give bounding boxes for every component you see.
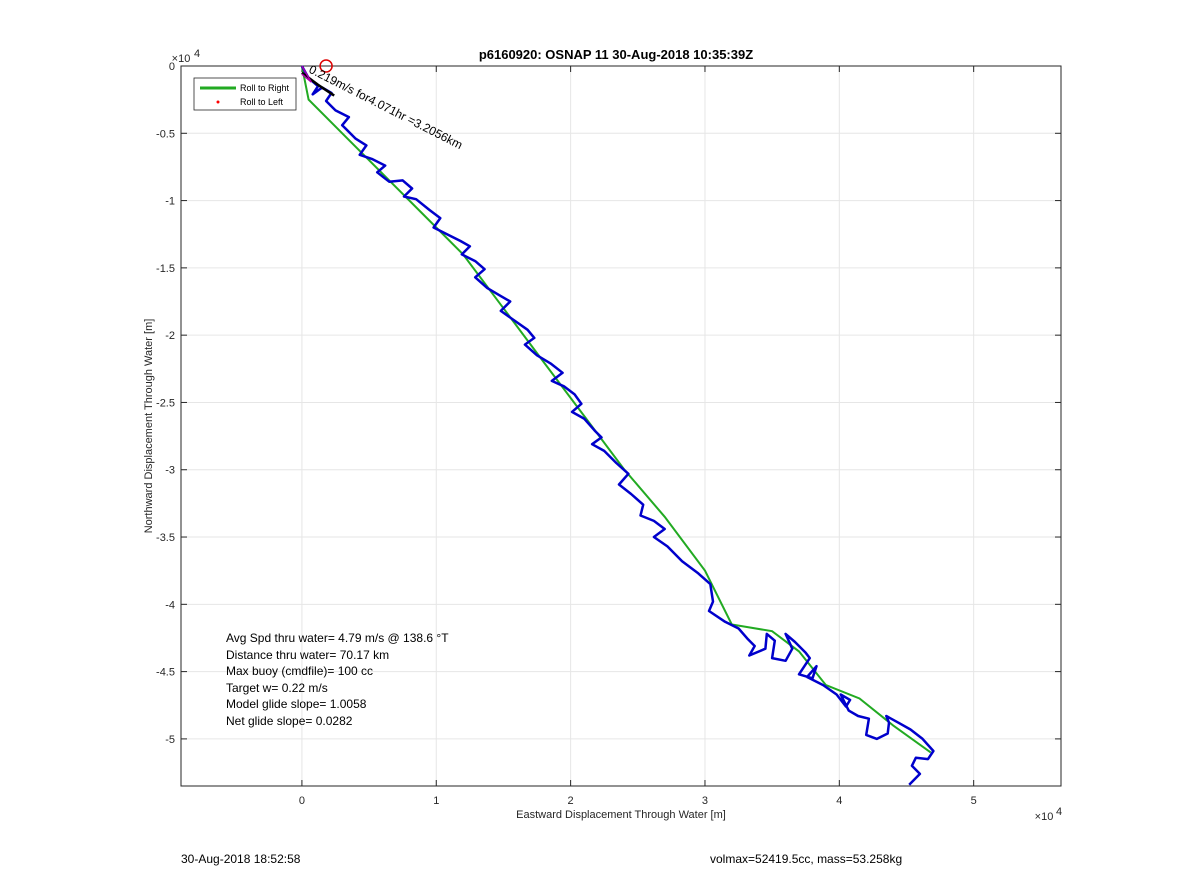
legend-box bbox=[193, 77, 297, 111]
grid-lines bbox=[181, 65, 1061, 786]
current-vector-line bbox=[301, 71, 335, 97]
stat-net-glide: Net glide slope= 0.0282 bbox=[226, 714, 353, 728]
x-tick-label: 2 bbox=[568, 795, 574, 807]
y-exponent-power: 4 bbox=[194, 48, 200, 60]
y-tick-label: -3 bbox=[165, 465, 175, 477]
axis-ticks: 0 1 2 3 4 5 0 -0.5 -1 -1.5 -2 -2.5 -3 -3.5 -4 -4.5 -5 bbox=[156, 61, 1061, 807]
y-tick-label: -3.5 bbox=[156, 532, 175, 544]
x-tick-label: 4 bbox=[836, 795, 842, 807]
y-axis-label: Northward Displacement Through Water [m] bbox=[143, 319, 155, 534]
stat-model-glide: Model glide slope= 1.0058 bbox=[226, 697, 367, 711]
series-roll-right-line bbox=[300, 65, 932, 754]
y-tick-label: -2.5 bbox=[156, 397, 175, 409]
stat-max-buoy: Max buoy (cmdfile)= 100 cc bbox=[226, 664, 373, 678]
x-tick-label: 3 bbox=[702, 795, 708, 807]
axes-frame bbox=[180, 65, 1062, 787]
y-tick-label: -2 bbox=[165, 330, 175, 342]
x-tick-label: 5 bbox=[971, 795, 977, 807]
x-axis-label: Eastward Displacement Through Water [m] bbox=[516, 809, 726, 821]
x-axis-exponent: ×10 4 bbox=[1035, 806, 1062, 823]
y-tick-label: -1 bbox=[165, 196, 175, 208]
series-glider-track-line bbox=[300, 65, 935, 786]
footer-mass-info: volmax=52419.5cc, mass=53.258kg bbox=[710, 852, 903, 866]
x-tick-label: 0 bbox=[299, 795, 305, 807]
y-exponent-base: ×10 bbox=[172, 53, 191, 65]
footer-timestamp: 30-Aug-2018 18:52:58 bbox=[181, 852, 301, 866]
y-tick-label: -1.5 bbox=[156, 263, 175, 275]
y-tick-label: -4.5 bbox=[156, 667, 175, 679]
stat-avg-speed: Avg Spd thru water= 4.79 m/s @ 138.6 °T bbox=[226, 631, 449, 645]
x-exponent-base: ×10 bbox=[1035, 811, 1054, 823]
x-tick-label: 1 bbox=[433, 795, 439, 807]
start-position-mark bbox=[301, 65, 312, 83]
legend-roll-left-label: Roll to Left bbox=[240, 97, 284, 107]
y-tick-label: -5 bbox=[165, 734, 175, 746]
series-layer bbox=[300, 59, 935, 786]
stat-target-w: Target w= 0.22 m/s bbox=[226, 681, 328, 695]
y-tick-label: -0.5 bbox=[156, 128, 175, 140]
legend-roll-right-label: Roll to Right bbox=[240, 83, 290, 93]
current-vector-label: 0.219m/s for4.071hr =3.2056km bbox=[307, 62, 465, 152]
y-axis-exponent: ×10 4 bbox=[172, 48, 200, 65]
current-position-marker bbox=[319, 59, 333, 73]
y-tick-label: -4 bbox=[165, 599, 175, 611]
chart-title: p6160920: OSNAP 11 30-Aug-2018 10:35:39Z bbox=[479, 47, 753, 62]
stat-distance: Distance thru water= 70.17 km bbox=[226, 648, 389, 662]
legend: Roll to Right Roll to Left bbox=[193, 77, 297, 111]
x-exponent-power: 4 bbox=[1056, 806, 1062, 818]
y-tick-label: 0 bbox=[169, 61, 175, 73]
stats-annotation: Avg Spd thru water= 4.79 m/s @ 138.6 °T … bbox=[226, 631, 449, 728]
legend-roll-left-swatch bbox=[216, 100, 220, 104]
